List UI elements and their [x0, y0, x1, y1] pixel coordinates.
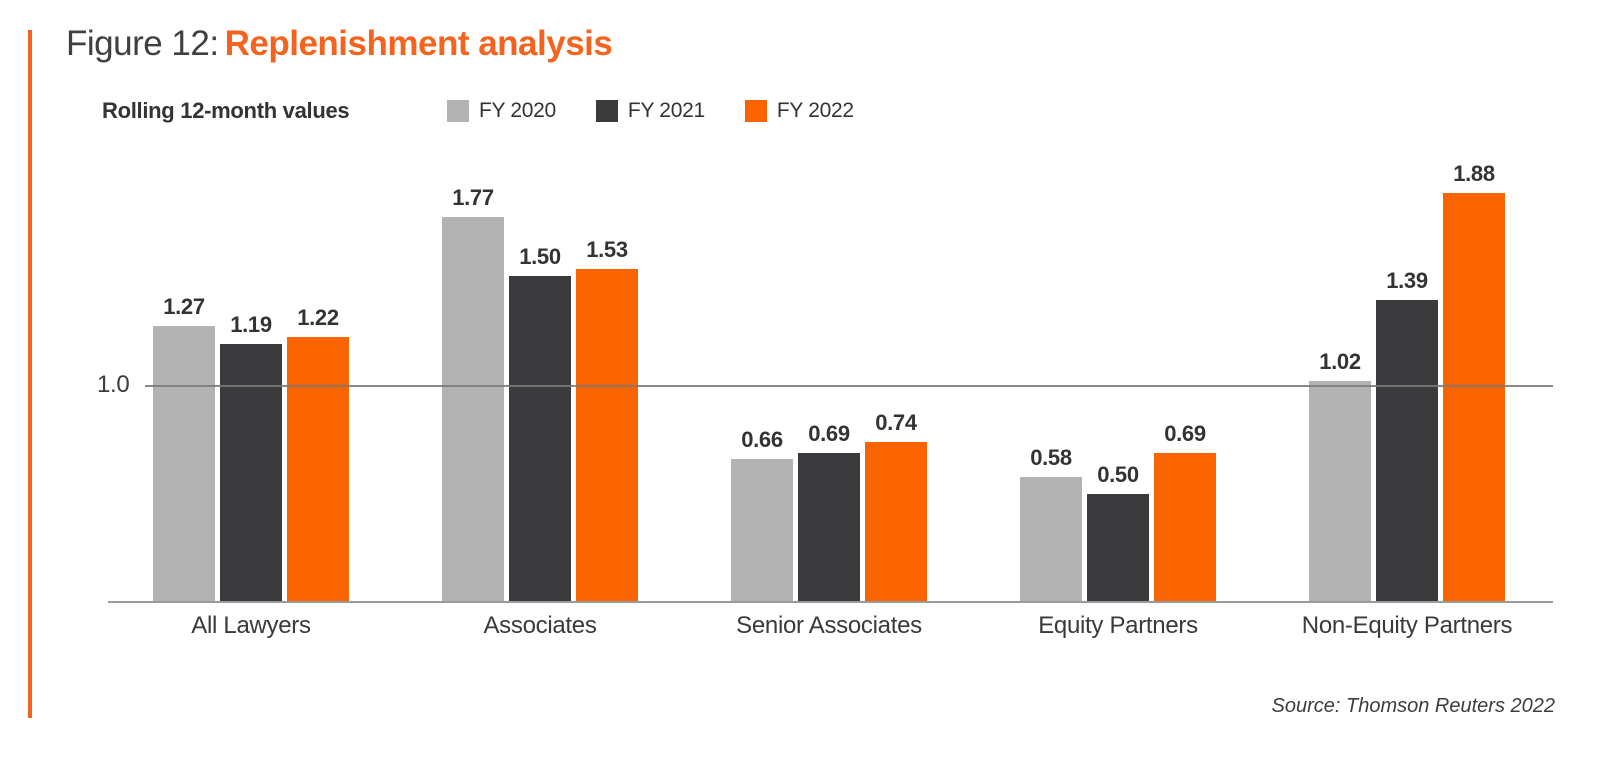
bar-cell-equity-partners-fy-2020: 0.58	[1020, 140, 1082, 603]
bar-chart: 1.0 1.27 1.19 1.22 1.77 1.50 1.53 0.66 0.69 0.74…	[97, 140, 1553, 603]
bar-cell-associates-fy-2020: 1.77	[442, 140, 504, 603]
bar-group-all-lawyers: 1.27 1.19 1.22	[153, 140, 349, 603]
bar-non-equity-partners-fy-2020	[1309, 381, 1371, 603]
bar-cell-senior-associates-fy-2021: 0.69	[798, 140, 860, 603]
reference-line-1.0: 1.0	[97, 371, 1553, 398]
bar-senior-associates-fy-2020	[731, 459, 793, 603]
value-label-associates-fy-2022: 1.53	[586, 237, 628, 262]
bar-cell-equity-partners-fy-2021: 0.50	[1087, 140, 1149, 603]
category-label-senior-associates: Senior Associates	[736, 612, 922, 639]
legend-swatch-icon	[447, 100, 469, 122]
figure-subject: Replenishment analysis	[224, 24, 613, 63]
category-axis-labels: All Lawyers Associates Senior Associates Eq…	[108, 612, 1553, 648]
value-label-all-lawyers-fy-2021: 1.19	[230, 312, 272, 337]
value-label-associates-fy-2021: 1.50	[519, 244, 561, 269]
x-axis-line	[108, 601, 1553, 603]
bar-group-associates: 1.77 1.50 1.53	[442, 140, 638, 603]
accent-left-rule	[28, 30, 32, 718]
value-label-equity-partners-fy-2022: 0.69	[1164, 421, 1206, 446]
value-label-all-lawyers-fy-2022: 1.22	[297, 305, 339, 330]
bar-equity-partners-fy-2020	[1020, 477, 1082, 603]
reference-line-label: 1.0	[97, 371, 130, 398]
legend-item-fy-2022: FY 2022	[744, 99, 854, 123]
legend-label: FY 2022	[776, 99, 854, 122]
legend-item-fy-2021: FY 2021	[595, 99, 705, 123]
bar-group-non-equity-partners: 1.02 1.39 1.88	[1309, 140, 1505, 603]
bar-cell-senior-associates-fy-2020: 0.66	[731, 140, 793, 603]
bar-non-equity-partners-fy-2021	[1376, 300, 1438, 603]
value-label-non-equity-partners-fy-2021: 1.39	[1386, 268, 1428, 293]
bar-cell-senior-associates-fy-2022: 0.74	[865, 140, 927, 603]
legend-swatch-icon	[744, 100, 767, 122]
bar-senior-associates-fy-2022	[865, 442, 927, 603]
bar-group-equity-partners: 0.58 0.50 0.69	[1020, 140, 1216, 603]
value-label-senior-associates-fy-2022: 0.74	[875, 410, 917, 435]
chart-subtitle: Rolling 12-month values	[102, 98, 350, 123]
bar-equity-partners-fy-2022	[1154, 453, 1216, 603]
bar-cell-all-lawyers-fy-2022: 1.22	[287, 140, 349, 603]
bar-associates-fy-2020	[442, 217, 504, 603]
value-label-all-lawyers-fy-2020: 1.27	[163, 294, 205, 319]
value-label-non-equity-partners-fy-2020: 1.02	[1319, 349, 1361, 374]
bar-associates-fy-2021	[509, 276, 571, 603]
bar-all-lawyers-fy-2020	[153, 326, 215, 603]
legend: FY 2020 FY 2021 FY 2022	[447, 99, 854, 123]
bar-non-equity-partners-fy-2022	[1443, 193, 1505, 603]
value-label-non-equity-partners-fy-2022: 1.88	[1453, 161, 1495, 186]
value-label-senior-associates-fy-2020: 0.66	[741, 427, 783, 452]
bar-associates-fy-2022	[576, 269, 638, 603]
bar-all-lawyers-fy-2021	[220, 344, 282, 603]
category-label-equity-partners: Equity Partners	[1038, 612, 1198, 639]
bar-equity-partners-fy-2021	[1087, 494, 1149, 603]
bar-cell-non-equity-partners-fy-2021: 1.39	[1376, 140, 1438, 603]
bar-all-lawyers-fy-2022	[287, 337, 349, 603]
category-label-non-equity-partners: Non-Equity Partners	[1301, 612, 1513, 639]
figure-label: Figure 12:	[66, 24, 219, 63]
legend-label: FY 2021	[627, 99, 705, 122]
bar-cell-non-equity-partners-fy-2020: 1.02	[1309, 140, 1371, 603]
bar-group-senior-associates: 0.66 0.69 0.74	[731, 140, 927, 603]
legend-item-fy-2020: FY 2020	[447, 99, 556, 123]
bar-senior-associates-fy-2021	[798, 453, 860, 603]
bar-cell-associates-fy-2022: 1.53	[576, 140, 638, 603]
category-label-all-lawyers: All Lawyers	[191, 612, 311, 639]
figure-title: Figure 12: Replenishment analysis	[66, 24, 613, 64]
bar-cell-all-lawyers-fy-2021: 1.19	[220, 140, 282, 603]
value-label-senior-associates-fy-2021: 0.69	[808, 421, 850, 446]
value-label-equity-partners-fy-2021: 0.50	[1097, 462, 1139, 487]
legend-swatch-icon	[595, 100, 618, 122]
category-label-associates: Associates	[483, 612, 597, 639]
legend-label: FY 2020	[479, 99, 556, 122]
bar-cell-associates-fy-2021: 1.50	[509, 140, 571, 603]
bar-cell-all-lawyers-fy-2020: 1.27	[153, 140, 215, 603]
bar-cell-non-equity-partners-fy-2022: 1.88	[1443, 140, 1505, 603]
bar-cell-equity-partners-fy-2022: 0.69	[1154, 140, 1216, 603]
value-label-equity-partners-fy-2020: 0.58	[1030, 445, 1072, 470]
value-label-associates-fy-2020: 1.77	[452, 185, 494, 210]
source-note: Source: Thomson Reuters 2022	[1271, 695, 1556, 717]
